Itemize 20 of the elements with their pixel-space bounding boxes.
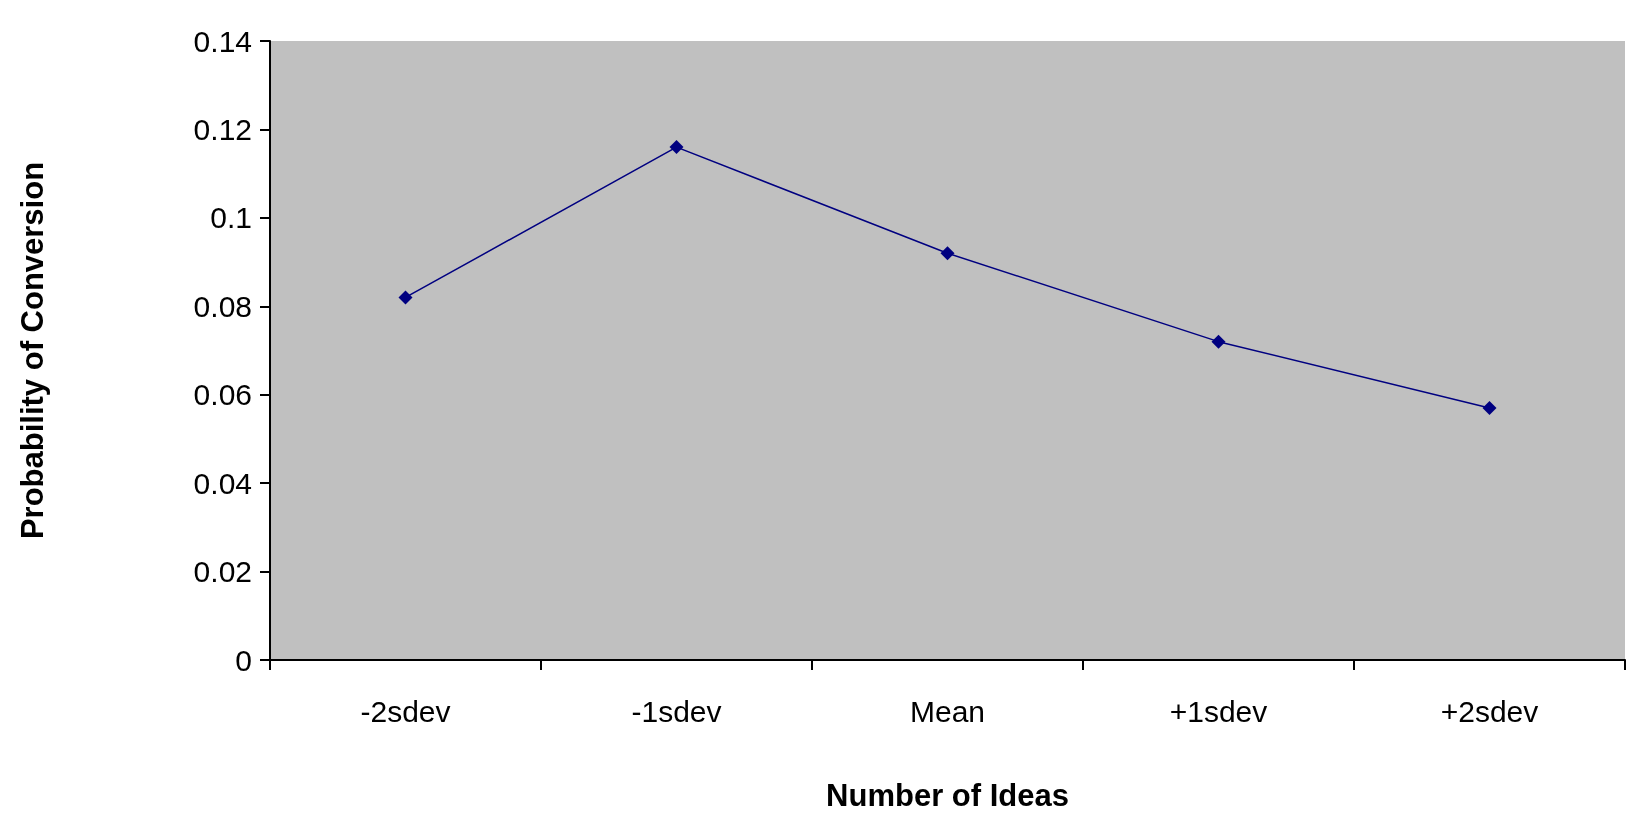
point [1211, 334, 1226, 349]
x-tick-label: +1sdev [1169, 694, 1268, 728]
x-tick-label: -1sdev [631, 694, 722, 728]
y-tick-label: 0.14 [193, 24, 252, 58]
y-tick-label: 0.1 [210, 201, 252, 235]
point [1482, 400, 1497, 415]
x-axis-title: Number of Ideas [826, 778, 1069, 813]
point [398, 290, 413, 305]
point [940, 246, 955, 261]
x-tick-label: +2sdev [1440, 694, 1539, 728]
y-tick-label: 0 [235, 643, 252, 677]
y-tick-label: 0.04 [193, 466, 252, 500]
y-tick-label: 0.06 [193, 378, 252, 412]
y-tick-label: 0.12 [193, 112, 252, 146]
y-tick-label: 0.02 [193, 555, 252, 589]
point [669, 140, 684, 155]
x-tick-label: -2sdev [360, 694, 451, 728]
x-tick-label: Mean [909, 694, 986, 728]
y-axis-title: Probability of Conversion [15, 161, 50, 540]
y-tick-label: 0.08 [193, 289, 252, 323]
